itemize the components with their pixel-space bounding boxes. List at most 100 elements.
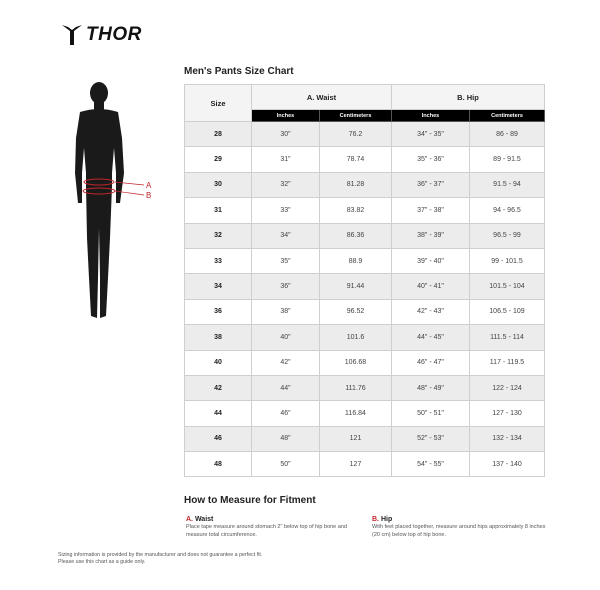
size-cell: 48 [184,451,252,478]
waist-inches-cell: 44" [251,374,320,402]
hip-cm-cell: 96.5 - 99 [469,222,545,249]
size-cell: 36 [184,298,252,326]
page-title: Men's Pants Size Chart [184,66,294,77]
hip-cm-cell: 101.5 - 104 [469,273,545,300]
hip-inches-cell: 54" - 55" [391,451,470,478]
label-b: B [146,191,151,200]
hip-cm-cell: 89 - 91.5 [469,146,545,173]
hip-inches-cell: 34" - 35" [391,120,470,148]
hip-inches-cell: 44" - 45" [391,324,470,351]
waist-cm-cell: 78.74 [319,146,392,173]
waist-inches-cell: 46" [251,400,320,427]
waist-inches-cell: 40" [251,324,320,351]
waist-inches-cell: 30" [251,120,320,148]
brand-name: THOR [86,24,142,45]
hip-cm-cell: 117 - 119.5 [469,349,545,376]
waist-cm-cell: 116.84 [319,400,392,427]
waist-cm-cell: 86.36 [319,222,392,249]
hip-header: B. Hip [391,84,545,110]
size-cell: 33 [184,247,252,275]
table-row: 48 50" 127 54" - 55" 137 - 140 [184,451,545,478]
waist-cm-header: Centimeters [319,109,392,122]
hip-cm-cell: 94 - 96.5 [469,197,545,224]
table-row: 32 34" 86.36 38" - 39" 96.5 - 99 [184,222,545,249]
waist-inches-cell: 35" [251,247,320,275]
table-row: 28 30" 76.2 34" - 35" 86 - 89 [184,120,545,148]
size-cell: 30 [184,171,252,199]
waist-cm-cell: 83.82 [319,197,392,224]
table-row: 29 31" 78.74 35" - 36" 89 - 91.5 [184,146,545,173]
hip-letter: B. [372,516,379,523]
hip-inches-cell: 36" - 37" [391,171,470,199]
disclaimer-line: Sizing information is provided by the ma… [58,552,263,558]
table-row: 33 35" 88.9 39" - 40" 99 - 101.5 [184,247,545,275]
size-cell: 38 [184,324,252,351]
hip-cm-header: Centimeters [469,109,545,122]
size-cell: 34 [184,273,252,300]
waist-inches-cell: 36" [251,273,320,300]
size-cell: 28 [184,120,252,148]
hip-inches-cell: 39" - 40" [391,247,470,275]
hip-instructions: With feet placed together, measure aroun… [372,524,546,538]
waist-letter: A. [186,516,193,523]
disclaimer: Sizing information is provided by the ma… [58,552,262,567]
hip-inches-cell: 40" - 41" [391,273,470,300]
hip-cm-cell: 106.5 - 109 [469,298,545,326]
table-row: 46 48" 121 52" - 53" 132 - 134 [184,425,545,453]
hip-cm-cell: 91.5 - 94 [469,171,545,199]
hip-inches-cell: 46" - 47" [391,349,470,376]
waist-inches-cell: 38" [251,298,320,326]
size-cell: 44 [184,400,252,427]
waist-cm-cell: 96.52 [319,298,392,326]
waist-cm-cell: 127 [319,451,392,478]
hip-cm-cell: 111.5 - 114 [469,324,545,351]
hip-inches-cell: 38" - 39" [391,222,470,249]
waist-cm-cell: 121 [319,425,392,453]
table-row: 34 36" 91.44 40" - 41" 101.5 - 104 [184,273,545,300]
thor-logo-icon [62,25,82,45]
measure-waist: A. Waist Place tape measure around stoma… [186,515,366,539]
hip-inches-header: Inches [391,109,470,122]
waist-instructions: Place tape measure around stomach 2" bel… [186,524,347,538]
thor-logo: THOR [62,24,142,46]
hip-name: Hip [380,516,393,523]
size-cell: 40 [184,349,252,376]
waist-cm-cell: 91.44 [319,273,392,300]
hip-cm-cell: 127 - 130 [469,400,545,427]
waist-cm-cell: 101.6 [319,324,392,351]
hip-cm-cell: 86 - 89 [469,120,545,148]
waist-cm-cell: 111.76 [319,374,392,402]
waist-inches-cell: 31" [251,146,320,173]
table-row: 40 42" 106.68 46" - 47" 117 - 119.5 [184,349,545,376]
waist-inches-header: Inches [251,109,320,122]
measure-hip: B. Hip With feet placed together, measur… [372,515,552,539]
waist-name: Waist [194,516,214,523]
table-row: 44 46" 116.84 50" - 51" 127 - 130 [184,400,545,427]
hip-inches-cell: 50" - 51" [391,400,470,427]
waist-cm-cell: 81.28 [319,171,392,199]
table-row: 38 40" 101.6 44" - 45" 111.5 - 114 [184,324,545,351]
disclaimer-line: Please use this chart as a guide only. [58,559,146,566]
waist-inches-cell: 34" [251,222,320,249]
size-cell: 46 [184,425,252,453]
waist-cm-cell: 88.9 [319,247,392,275]
table-row: 42 44" 111.76 48" - 49" 122 - 124 [184,374,545,402]
table-row: 36 38" 96.52 42" - 43" 106.5 - 109 [184,298,545,326]
hip-inches-cell: 52" - 53" [391,425,470,453]
body-silhouette: A B [75,82,152,318]
waist-inches-cell: 42" [251,349,320,376]
hip-inches-cell: 48" - 49" [391,374,470,402]
size-cell: 32 [184,222,252,249]
hip-cm-cell: 99 - 101.5 [469,247,545,275]
hip-cm-cell: 132 - 134 [469,425,545,453]
size-cell: 42 [184,374,252,402]
size-cell: 29 [184,146,252,173]
hip-inches-cell: 35" - 36" [391,146,470,173]
hip-inches-cell: 42" - 43" [391,298,470,326]
table-row: 31 33" 83.82 37" - 38" 94 - 96.5 [184,197,545,224]
size-header: Size [184,84,252,122]
waist-inches-cell: 33" [251,197,320,224]
waist-inches-cell: 50" [251,451,320,478]
waist-inches-cell: 48" [251,425,320,453]
